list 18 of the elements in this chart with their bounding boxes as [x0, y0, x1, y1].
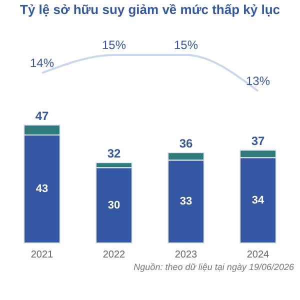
- data-label: 43: [36, 183, 48, 196]
- data-label: 15%: [102, 38, 126, 52]
- total-label: 36: [179, 136, 193, 151]
- x-tick-label: 2021: [30, 250, 54, 260]
- chart-title: Tỷ lệ sở hữu suy giảm về mức thấp kỷ lục: [20, 2, 280, 17]
- x-tick-label: 2022: [102, 250, 126, 260]
- total-label: 47: [35, 109, 49, 123]
- data-label: 30: [108, 199, 120, 212]
- data-label: 13%: [246, 74, 270, 88]
- x-tick-label: 2024: [246, 250, 270, 260]
- data-label: 34: [252, 194, 265, 206]
- total-label: 37: [251, 134, 265, 148]
- data-label: 15%: [174, 38, 198, 52]
- total-label: 32: [107, 146, 121, 161]
- x-tick-label: 2023: [174, 250, 198, 260]
- text: Nguồn: theo dữ liệu tại ngày 19/06/2026: [134, 262, 294, 272]
- data-label: 14%: [30, 56, 54, 70]
- data-label: 33: [180, 196, 192, 208]
